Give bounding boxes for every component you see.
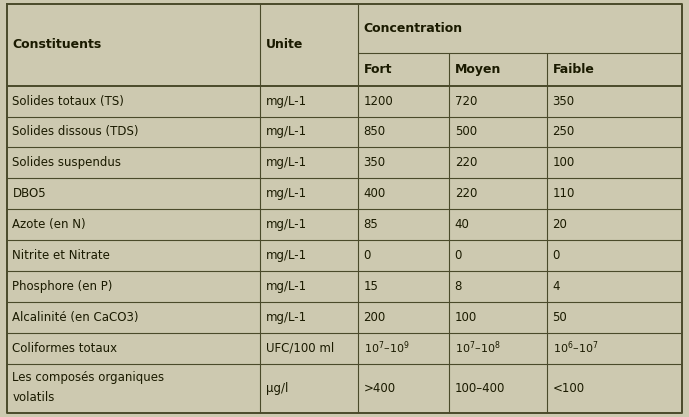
Text: $10^7$–$10^9$: $10^7$–$10^9$ bbox=[364, 340, 409, 357]
Text: Unite: Unite bbox=[266, 38, 303, 51]
Text: 4: 4 bbox=[553, 280, 560, 293]
Text: Phosphore (en P): Phosphore (en P) bbox=[12, 280, 113, 293]
Text: Solides dissous (TDS): Solides dissous (TDS) bbox=[12, 126, 139, 138]
Text: Azote (en N): Azote (en N) bbox=[12, 218, 86, 231]
Text: volatils: volatils bbox=[12, 391, 55, 404]
Text: mg/L-1: mg/L-1 bbox=[266, 95, 307, 108]
Text: 850: 850 bbox=[364, 126, 386, 138]
Text: 40: 40 bbox=[455, 218, 469, 231]
Text: 20: 20 bbox=[553, 218, 568, 231]
Text: mg/L-1: mg/L-1 bbox=[266, 156, 307, 169]
Text: 85: 85 bbox=[364, 218, 378, 231]
Text: Alcalinité (en CaCO3): Alcalinité (en CaCO3) bbox=[12, 311, 139, 324]
Text: $10^6$–$10^7$: $10^6$–$10^7$ bbox=[553, 340, 598, 357]
Text: >400: >400 bbox=[364, 382, 395, 394]
Text: 0: 0 bbox=[364, 249, 371, 262]
Text: Nitrite et Nitrate: Nitrite et Nitrate bbox=[12, 249, 110, 262]
Text: UFC/100 ml: UFC/100 ml bbox=[266, 342, 334, 354]
Text: mg/L-1: mg/L-1 bbox=[266, 249, 307, 262]
Text: Solides totaux (TS): Solides totaux (TS) bbox=[12, 95, 124, 108]
Text: Concentration: Concentration bbox=[364, 23, 462, 35]
Text: Coliformes totaux: Coliformes totaux bbox=[12, 342, 118, 354]
Text: mg/L-1: mg/L-1 bbox=[266, 218, 307, 231]
Text: mg/L-1: mg/L-1 bbox=[266, 280, 307, 293]
Text: <100: <100 bbox=[553, 382, 585, 394]
Text: Fort: Fort bbox=[364, 63, 392, 76]
Text: 220: 220 bbox=[455, 156, 477, 169]
Text: DBO5: DBO5 bbox=[12, 187, 46, 200]
Text: 1200: 1200 bbox=[364, 95, 393, 108]
Text: 250: 250 bbox=[553, 126, 575, 138]
Text: 200: 200 bbox=[364, 311, 386, 324]
Text: μg/l: μg/l bbox=[266, 382, 288, 394]
Text: 100: 100 bbox=[553, 156, 575, 169]
Text: 100: 100 bbox=[455, 311, 477, 324]
Text: Solides suspendus: Solides suspendus bbox=[12, 156, 121, 169]
Text: 500: 500 bbox=[455, 126, 477, 138]
Text: 400: 400 bbox=[364, 187, 386, 200]
Text: Faible: Faible bbox=[553, 63, 595, 76]
Text: 110: 110 bbox=[553, 187, 575, 200]
Text: 50: 50 bbox=[553, 311, 567, 324]
Text: 8: 8 bbox=[455, 280, 462, 293]
Text: 350: 350 bbox=[364, 156, 386, 169]
Text: 100–400: 100–400 bbox=[455, 382, 505, 394]
Text: 220: 220 bbox=[455, 187, 477, 200]
Text: mg/L-1: mg/L-1 bbox=[266, 187, 307, 200]
Text: mg/L-1: mg/L-1 bbox=[266, 311, 307, 324]
Text: Les composés organiques: Les composés organiques bbox=[12, 371, 165, 384]
Text: 720: 720 bbox=[455, 95, 477, 108]
Text: Moyen: Moyen bbox=[455, 63, 501, 76]
Text: Constituents: Constituents bbox=[12, 38, 102, 51]
Text: 15: 15 bbox=[364, 280, 378, 293]
Text: 350: 350 bbox=[553, 95, 575, 108]
Text: 0: 0 bbox=[553, 249, 560, 262]
Text: $10^7$–$10^8$: $10^7$–$10^8$ bbox=[455, 340, 500, 357]
Text: mg/L-1: mg/L-1 bbox=[266, 126, 307, 138]
Text: 0: 0 bbox=[455, 249, 462, 262]
